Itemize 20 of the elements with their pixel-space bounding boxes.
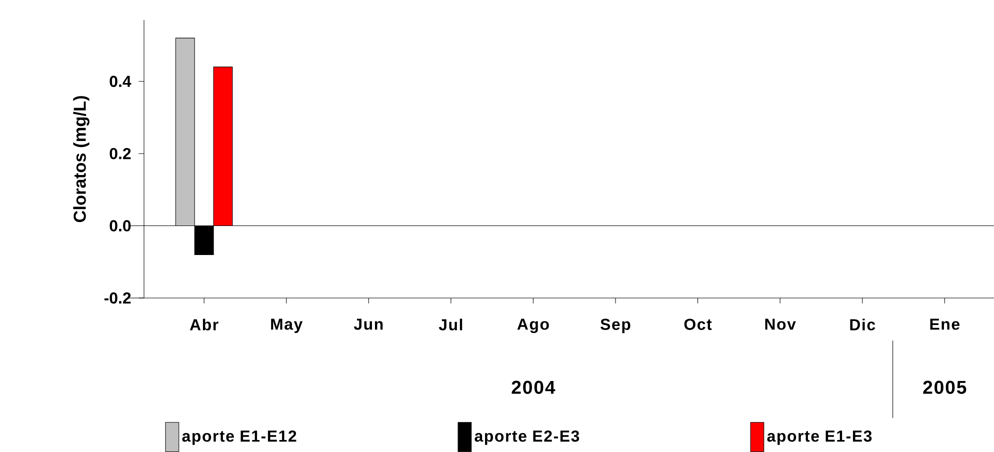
x-tick-label: Sep	[600, 318, 630, 334]
x-tick-label: Jul	[438, 318, 462, 330]
x-tick-label: Abr	[190, 318, 218, 330]
text: 2005	[923, 380, 966, 394]
x-tick-label: Ago	[517, 318, 549, 334]
x-tick-label: May	[271, 318, 303, 333]
y-tick-label: 0.2	[110, 148, 131, 160]
y-tick-label: -0.2	[104, 292, 131, 304]
text: 2004	[512, 380, 556, 394]
legend-label: aporte E2-E3	[474, 430, 580, 445]
x-tick-label: Oct	[684, 318, 712, 330]
x-tick-label: Ene	[930, 318, 960, 330]
legend-label: aporte E1-E3	[767, 430, 872, 445]
y-tick-label: 0.0	[110, 220, 131, 232]
legend-label: aporte E1-E12	[182, 430, 296, 445]
y-axis-title: Cloratos (mg/L)	[73, 96, 90, 222]
x-tick-label: Dic	[850, 318, 876, 330]
x-tick-label: Nov	[765, 318, 796, 330]
x-tick-label: Jun	[354, 318, 383, 330]
y-tick-label: 0.4	[110, 76, 132, 88]
